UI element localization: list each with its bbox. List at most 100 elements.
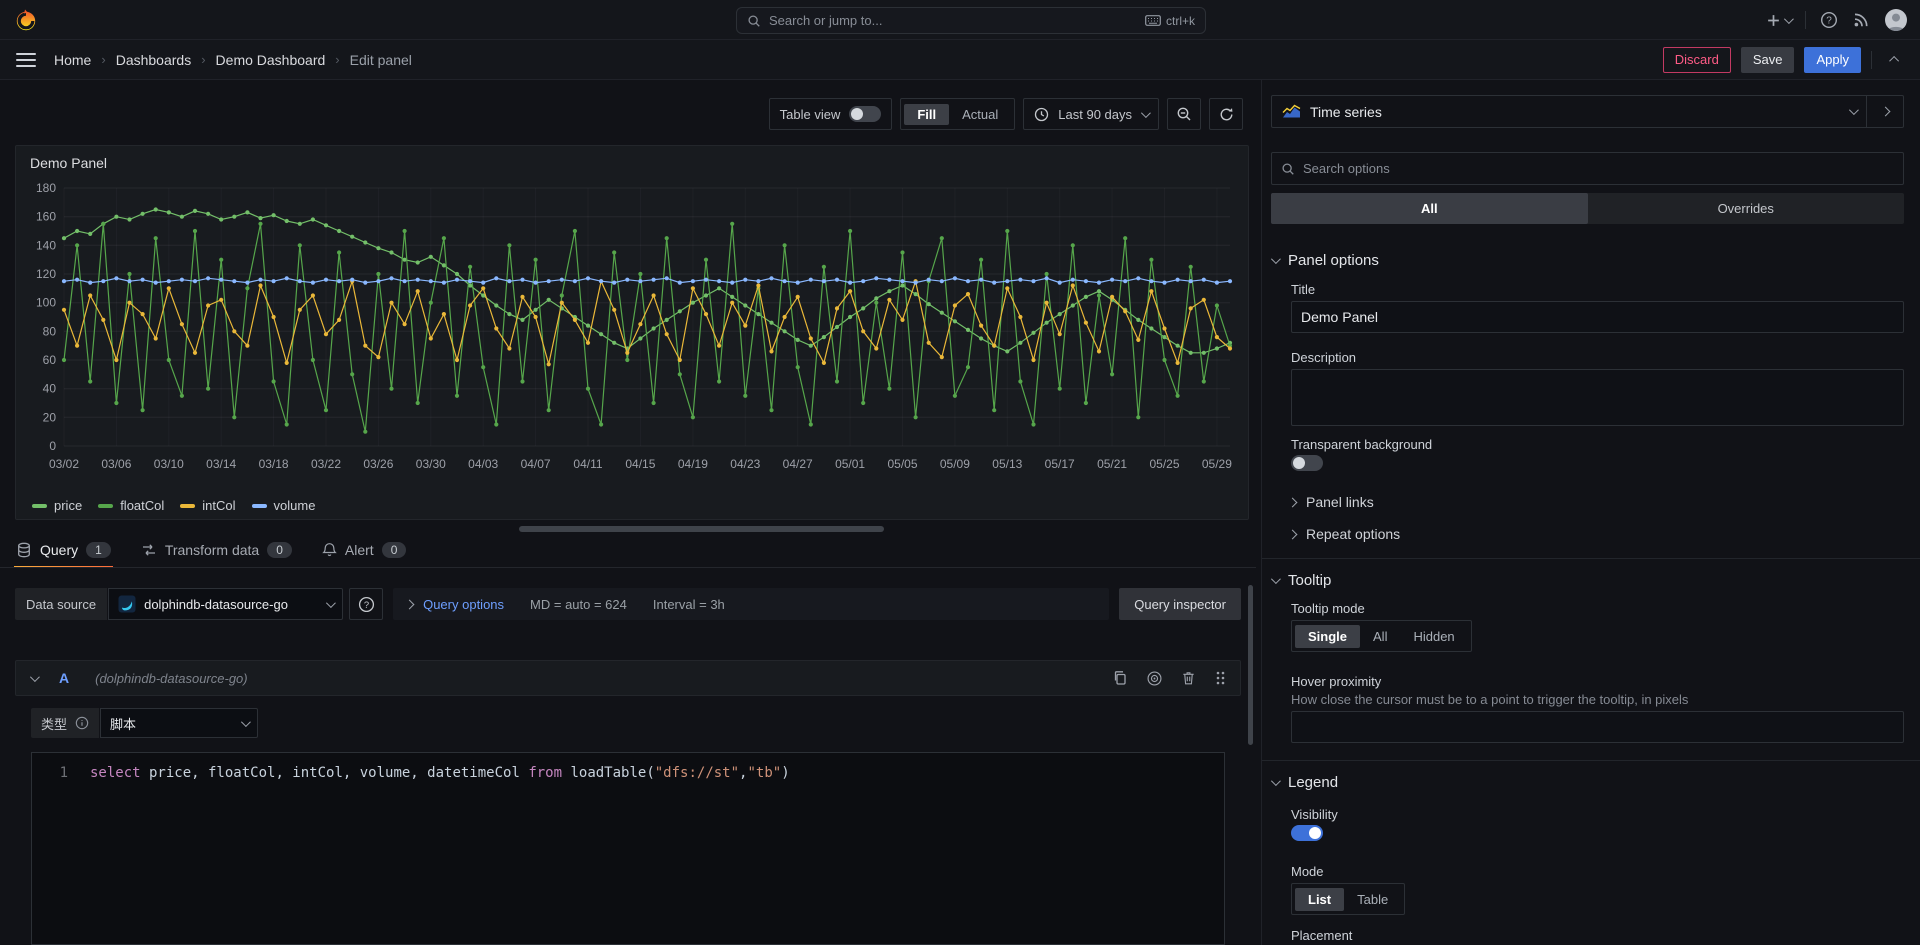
time-series-chart[interactable]: 02040608010012014016018003/0203/0603/100… (24, 180, 1242, 480)
options-search[interactable] (1271, 152, 1904, 185)
legend-item-volume[interactable]: volume (252, 498, 316, 513)
query-count-badge: 1 (86, 542, 111, 558)
legend-mode-list[interactable]: List (1295, 888, 1344, 911)
query-options-md: MD = auto = 624 (530, 597, 627, 612)
breadcrumb-dashboard-name[interactable]: Demo Dashboard (216, 52, 326, 68)
duplicate-query-button[interactable] (1112, 670, 1128, 686)
collapse-query-icon[interactable] (30, 672, 40, 682)
tab-all[interactable]: All (1271, 193, 1588, 224)
tab-transform-data[interactable]: Transform data 0 (139, 532, 294, 567)
legend-item-floatCol[interactable]: floatCol (98, 498, 164, 513)
panel-options-header[interactable]: Panel options (1271, 252, 1379, 269)
code-token: loadTable( (562, 765, 655, 781)
panel-links-section[interactable]: Panel links (1289, 494, 1374, 510)
collapse-options-button[interactable] (1882, 47, 1908, 73)
actual-option[interactable]: Actual (949, 104, 1011, 125)
breadcrumb-home[interactable]: Home (54, 52, 91, 68)
svg-text:05/29: 05/29 (1202, 457, 1232, 471)
code-token: from (528, 765, 562, 781)
query-type-select[interactable]: 脚本 (100, 708, 258, 738)
datasource-row: Data source dolphindb-datasource-go ? Qu… (15, 588, 1241, 620)
tooltip-mode-label: Tooltip mode (1291, 601, 1365, 616)
breadcrumb-dashboards[interactable]: Dashboards (116, 52, 192, 68)
transparent-background-toggle[interactable] (1291, 455, 1323, 471)
apply-button[interactable]: Apply (1804, 47, 1861, 73)
tooltip-title: Tooltip (1288, 572, 1331, 589)
options-filter-tabs: All Overrides (1271, 193, 1904, 224)
global-search[interactable]: ctrl+k (736, 7, 1206, 34)
legend-header[interactable]: Legend (1271, 774, 1338, 791)
panel-description-input[interactable] (1291, 369, 1904, 426)
add-new-button[interactable] (1766, 13, 1791, 28)
description-label: Description (1291, 350, 1356, 365)
discard-button[interactable]: Discard (1663, 47, 1731, 73)
visualization-picker: Time series (1271, 95, 1904, 128)
table-view-toggle-group[interactable]: Table view (769, 98, 893, 130)
panel-title[interactable]: Demo Panel (30, 155, 107, 171)
tab-alert[interactable]: Alert 0 (320, 532, 408, 567)
datasource-help-button[interactable]: ? (349, 588, 383, 620)
tooltip-mode-all[interactable]: All (1360, 625, 1400, 648)
repeat-options-section[interactable]: Repeat options (1289, 526, 1400, 542)
tooltip-mode-hidden[interactable]: Hidden (1400, 625, 1467, 648)
horizontal-scrollbar[interactable] (519, 526, 884, 532)
zoom-out-button[interactable] (1167, 98, 1201, 130)
panel-title-input[interactable] (1291, 301, 1904, 333)
divider (1262, 760, 1920, 761)
svg-text:05/05: 05/05 (887, 457, 917, 471)
legend-swatch (180, 504, 195, 508)
chart-canvas[interactable]: 02040608010012014016018003/0203/0603/100… (24, 180, 1242, 480)
query-row-header[interactable]: A (dolphindb-datasource-go) (15, 660, 1241, 696)
top-nav-bar: ctrl+k ? (0, 0, 1920, 40)
svg-text:03/02: 03/02 (49, 457, 79, 471)
expand-viz-list-button[interactable] (1866, 96, 1903, 127)
chevron-down-icon (1784, 14, 1794, 24)
type-label-text: 类型 (41, 714, 67, 733)
grafana-logo-icon[interactable] (14, 8, 38, 32)
menu-toggle-icon[interactable] (16, 53, 36, 67)
user-avatar[interactable] (1884, 8, 1908, 32)
refresh-button[interactable] (1209, 98, 1243, 130)
time-range-label: Last 90 days (1058, 107, 1132, 122)
options-search-input[interactable] (1303, 161, 1894, 176)
query-inspector-button[interactable]: Query inspector (1119, 588, 1241, 620)
code-line[interactable]: 1 select price, floatCol, intCol, volume… (32, 753, 1224, 783)
news-button[interactable] (1852, 11, 1870, 29)
query-options-row[interactable]: Query options MD = auto = 624 Interval =… (393, 588, 1109, 620)
code-editor[interactable]: 1 select price, floatCol, intCol, volume… (31, 752, 1225, 945)
save-button[interactable]: Save (1741, 47, 1795, 73)
time-range-picker[interactable]: Last 90 days (1023, 98, 1159, 130)
svg-text:0: 0 (49, 439, 56, 453)
tab-overrides[interactable]: Overrides (1588, 193, 1905, 224)
question-circle-icon: ? (1820, 11, 1838, 29)
rss-icon (1852, 11, 1870, 29)
hover-proximity-input[interactable] (1291, 711, 1904, 743)
legend-item-intCol[interactable]: intCol (180, 498, 235, 513)
svg-text:60: 60 (43, 353, 57, 367)
legend-mode-label: Mode (1291, 864, 1324, 879)
chevron-right-icon (1880, 107, 1890, 117)
tooltip-mode-single[interactable]: Single (1295, 625, 1360, 648)
legend-item-price[interactable]: price (32, 498, 82, 513)
datasource-picker[interactable]: dolphindb-datasource-go (108, 588, 343, 620)
legend-title: Legend (1288, 774, 1338, 791)
legend-visibility-toggle[interactable] (1291, 825, 1323, 841)
drag-handle-icon[interactable] (1214, 670, 1226, 686)
svg-text:04/19: 04/19 (678, 457, 708, 471)
visualization-select[interactable]: Time series (1272, 96, 1866, 127)
global-search-input[interactable] (769, 13, 1137, 28)
grafana-edit-panel-screen: ctrl+k ? Home › Dashboards (0, 0, 1920, 945)
info-circle-icon[interactable] (75, 716, 89, 730)
help-button[interactable]: ? (1820, 11, 1838, 29)
hide-query-button[interactable] (1146, 670, 1163, 687)
clock-icon (1034, 107, 1049, 122)
legend-mode-table[interactable]: Table (1344, 888, 1401, 911)
tab-query[interactable]: Query 1 (14, 532, 113, 567)
legend-label: floatCol (120, 498, 164, 513)
table-view-toggle[interactable] (849, 106, 881, 122)
fill-option[interactable]: Fill (904, 104, 949, 125)
delete-query-button[interactable] (1181, 670, 1196, 686)
vertical-scrollbar[interactable] (1248, 585, 1253, 745)
code-content[interactable]: select price, floatCol, intCol, volume, … (90, 763, 790, 783)
tooltip-header[interactable]: Tooltip (1271, 572, 1331, 589)
